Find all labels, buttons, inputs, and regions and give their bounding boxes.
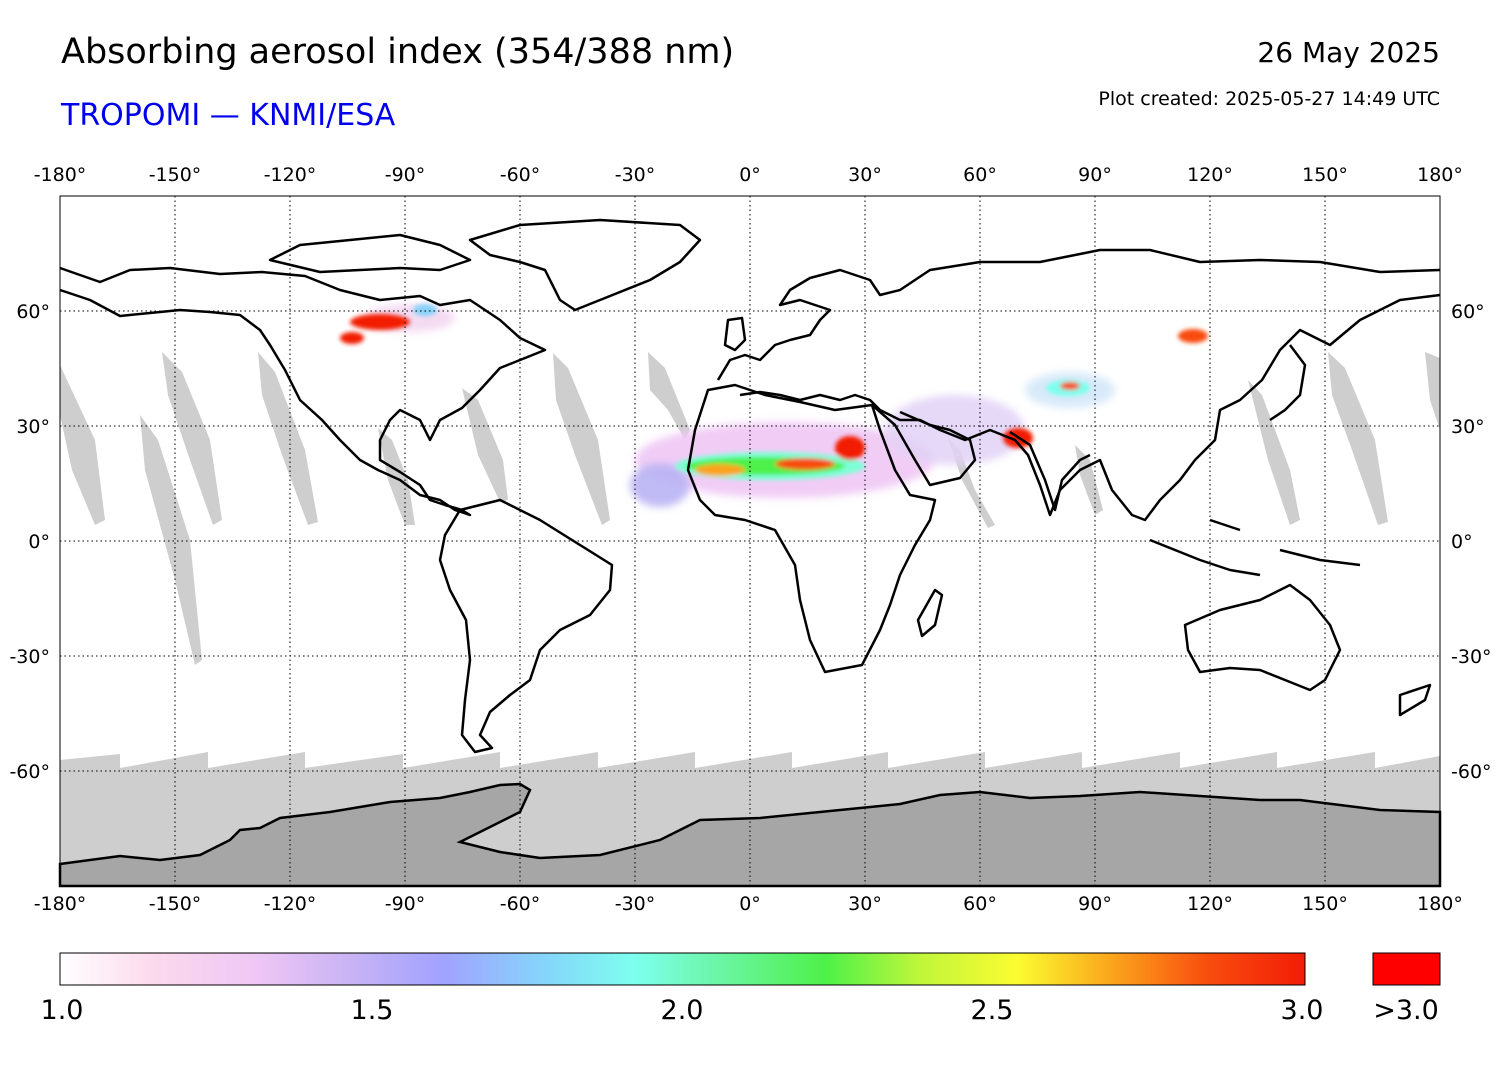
lon-tick-top: 30°	[848, 164, 882, 186]
greenland-outline	[468, 218, 702, 312]
orbit-gap-strip	[1425, 352, 1440, 430]
map-subtitle: TROPOMI — KNMI/ESA	[61, 98, 396, 133]
orbit-gap-strip	[648, 352, 690, 440]
lat-tick-right: 30°	[1451, 416, 1485, 438]
lat-tick-left: 60°	[16, 301, 50, 323]
lat-tick-right: 60°	[1451, 301, 1485, 323]
lat-tick-right: -60°	[1451, 761, 1492, 783]
colorbar-tick-label: 2.0	[660, 995, 704, 1026]
date-label: 26 May 2025	[1257, 36, 1440, 69]
lon-tick-bottom: 0°	[739, 893, 761, 915]
india-outline	[1009, 430, 1091, 512]
lon-ticks-top: -180° -150° -120° -90° -60° -30° 0° 30° …	[34, 164, 1463, 186]
australia-outline	[1183, 583, 1342, 692]
aerosol-plumes	[340, 304, 1208, 507]
colorbar-tick-label: 1.0	[40, 995, 84, 1026]
lat-ticks-right: 60° 30° 0° -30° -60°	[1451, 301, 1492, 783]
lon-tick-top: -30°	[615, 164, 656, 186]
colorbar-tick-label: 1.5	[350, 995, 394, 1026]
orbit-gap-strip	[462, 388, 508, 502]
south-america-outline	[438, 498, 614, 754]
indonesia-outline	[1149, 518, 1361, 577]
lon-tick-bottom: -30°	[615, 893, 656, 915]
orbit-gap-strip	[162, 352, 222, 525]
plume-core	[340, 304, 1208, 480]
lat-tick-right: 0°	[1451, 531, 1473, 553]
map-title: Absorbing aerosol index (354/388 nm)	[61, 32, 735, 72]
arabian-peninsula-outline	[871, 404, 977, 487]
orbit-gap-strip	[1075, 445, 1103, 515]
lon-tick-top: -120°	[264, 164, 317, 186]
coastlines	[59, 218, 1441, 754]
lon-tick-bottom: 30°	[848, 893, 882, 915]
orbit-gap-strip	[1328, 352, 1388, 525]
lon-tick-bottom: -60°	[500, 893, 541, 915]
madagascar-outline	[916, 588, 944, 638]
uk-outline	[723, 316, 747, 352]
africa-outline	[686, 383, 937, 674]
lon-tick-top: 0°	[739, 164, 761, 186]
lon-tick-top: 180°	[1417, 164, 1463, 186]
lon-tick-bottom: -180°	[34, 893, 87, 915]
lon-tick-top: -60°	[500, 164, 541, 186]
lat-tick-right: -30°	[1451, 646, 1492, 668]
lon-tick-top: 90°	[1078, 164, 1112, 186]
map-frame	[59, 195, 1441, 887]
orbit-gap-strip	[1248, 380, 1300, 525]
orbit-gap-strip	[258, 352, 318, 525]
lon-tick-top: -180°	[34, 164, 87, 186]
lon-tick-top: -90°	[385, 164, 426, 186]
lat-ticks-left: 60° 30° 0° -30° -60°	[9, 301, 50, 783]
lat-tick-left: -60°	[9, 761, 50, 783]
graticule	[60, 196, 1440, 886]
lon-tick-bottom: 120°	[1187, 893, 1233, 915]
orbit-gap-strip	[140, 415, 202, 665]
north-america-outline	[59, 266, 547, 517]
lon-ticks-bottom: -180° -150° -120° -90° -60° -30° 0° 30° …	[34, 893, 1463, 915]
lon-tick-top: 120°	[1187, 164, 1233, 186]
colorbar-tick-label: 3.0	[1280, 995, 1324, 1026]
colorbar-over-range-swatch	[1372, 952, 1441, 986]
orbit-gap-strip	[553, 353, 610, 525]
lat-tick-left: -30°	[9, 646, 50, 668]
lon-tick-bottom: 150°	[1302, 893, 1348, 915]
lon-tick-bottom: 60°	[963, 893, 997, 915]
plot-created-label: Plot created: 2025-05-27 14:49 UTC	[1098, 88, 1440, 110]
lon-tick-top: 60°	[963, 164, 997, 186]
orbit-gap-boundary	[60, 752, 1440, 770]
lon-tick-bottom: -120°	[264, 893, 317, 915]
colorbar-gradient	[59, 952, 1306, 986]
lon-tick-bottom: 180°	[1417, 893, 1463, 915]
lat-tick-left: 30°	[16, 416, 50, 438]
new-zealand-outline	[1398, 683, 1432, 717]
japan-outline	[1269, 344, 1307, 422]
lon-tick-bottom: -150°	[149, 893, 202, 915]
lon-tick-bottom: 90°	[1078, 893, 1112, 915]
lon-tick-bottom: -90°	[385, 893, 426, 915]
lat-tick-left: 0°	[28, 531, 50, 553]
lon-tick-top: -150°	[149, 164, 202, 186]
colorbar-over-label: >3.0	[1373, 995, 1439, 1026]
orbit-gap-strip	[60, 365, 105, 525]
lon-tick-top: 150°	[1302, 164, 1348, 186]
orbit-gap-strip	[378, 428, 415, 525]
colorbar-tick-label: 2.5	[970, 995, 1014, 1026]
hudson-bay-islands	[268, 233, 472, 274]
